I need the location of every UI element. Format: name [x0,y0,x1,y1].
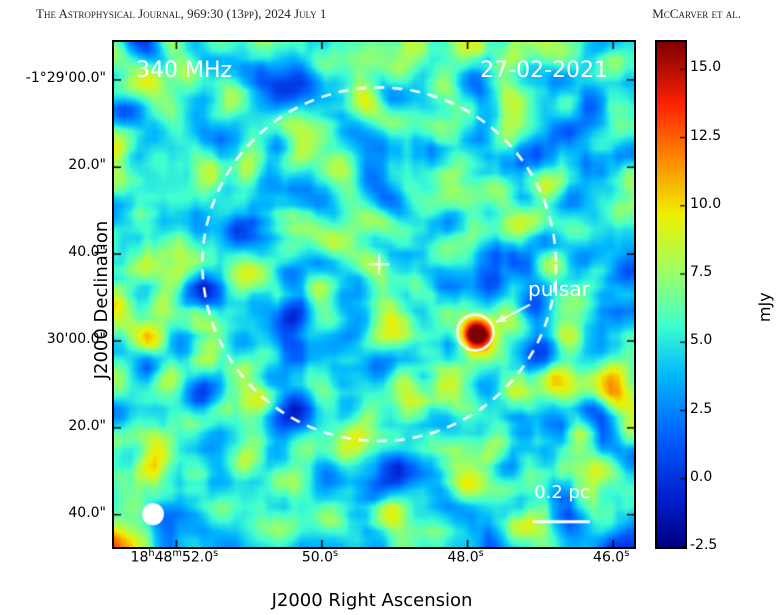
colorbar-gradient [655,40,687,549]
pulsar-annotation: pulsar [528,277,590,301]
journal-citation: The Astrophysical Journal, 969:30 (13pp)… [36,6,326,22]
scale-bar-label: 0.2 pc [534,482,590,503]
colorbar-tick-label: -2.5 [690,537,717,553]
y-tick-label: 40.0" [68,244,106,260]
colorbar-tick-label: 15.0 [690,59,721,75]
y-tick-label: 20.0" [68,157,106,173]
colorbar [655,40,683,545]
colorbar-label: mJy beam⁻¹ [755,262,777,322]
x-axis-label: J2000 Right Ascension [272,590,473,611]
y-tick-label: 20.0" [68,418,106,434]
y-axis-ticks: -1°29'00.0"20.0"40.0"30'00.0"20.0"40.0" [40,40,110,545]
colorbar-tick-label: 10.0 [690,196,721,212]
x-tick-label: 50.0s [302,548,338,566]
y-tick-label: -1°29'00.0" [26,70,106,86]
x-tick-label: 18h48m52.0s [131,548,219,566]
x-axis-ticks: 18h48m52.0s 50.0s 48.0s 46.0s [112,548,632,572]
colorbar-ticks: -2.50.02.55.07.510.012.515.0 [688,40,728,545]
colorbar-tick-label: 5.0 [690,332,712,348]
author-citation: McCarver et al. [652,6,741,22]
colorbar-tick-label: 12.5 [690,128,721,144]
x-tick-label: 46.0s [593,548,629,566]
colorbar-tick-label: 7.5 [690,264,712,280]
x-tick-label: 48.0s [447,548,483,566]
y-tick-label: 40.0" [68,505,106,521]
colorbar-tick-label: 2.5 [690,401,712,417]
frequency-label: 340 MHz [136,58,232,83]
colorbar-tick-label: 0.0 [690,469,712,485]
astro-image-plot: 340 MHz 27-02-2021 pulsar 0.2 pc [112,40,632,545]
observation-date: 27-02-2021 [480,58,608,83]
y-tick-label: 30'00.0" [47,331,106,347]
